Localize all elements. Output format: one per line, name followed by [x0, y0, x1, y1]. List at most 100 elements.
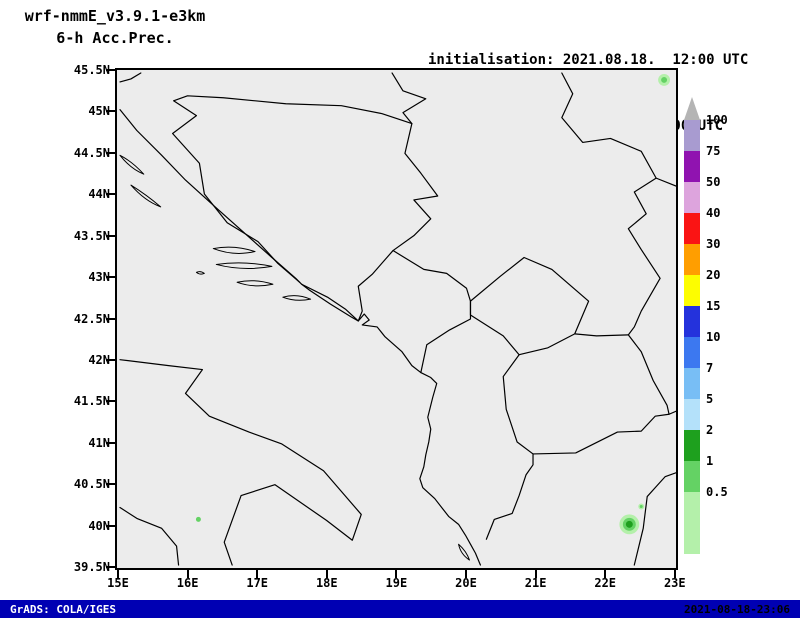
lon-tick-label: 22E: [594, 576, 617, 590]
lon-tick-label: 18E: [315, 576, 338, 590]
colorbar-band: [684, 244, 700, 275]
romania-bulgaria-border: [655, 177, 676, 187]
colorbar-band: [684, 461, 700, 492]
lat-tick-mark: [106, 483, 115, 486]
colorbar-band: [684, 337, 700, 368]
lat-tick-mark: [106, 151, 115, 154]
lat-tick-mark: [106, 193, 115, 196]
slovenia-croatia-border: [119, 72, 142, 83]
lat-tick-label: 42.5N: [73, 311, 110, 326]
lat-tick-mark: [106, 69, 115, 71]
sava-una-border: [172, 95, 413, 283]
model-header: wrf-nmmE_v3.9.1-e3km 6-h Acc.Prec.: [8, 5, 222, 49]
lon-tick-mark: [117, 570, 119, 578]
lon-tick-label: 16E: [176, 576, 199, 590]
lat-tick-label: 45N: [88, 104, 110, 119]
lat-tick-mark: [106, 566, 115, 569]
colorbar-value-label: 40: [706, 206, 721, 220]
precip-spot-ring: [639, 505, 643, 508]
lat-tick-mark: [106, 234, 115, 237]
lon-tick-label: 17E: [246, 576, 269, 590]
lon-tick-label: 21E: [524, 576, 547, 590]
lon-tick-mark: [256, 570, 259, 578]
colorbar-value-label: 30: [706, 237, 721, 251]
lat-tick-label: 39.5N: [73, 560, 110, 575]
lat-tick-label: 44N: [88, 187, 110, 202]
kosovo-border: [469, 256, 590, 356]
island-vis: [195, 271, 205, 275]
map-frame: [115, 68, 678, 570]
creation-timestamp: 2021-08-18-23:06: [684, 602, 790, 616]
macedonia-greece-border: [532, 413, 670, 455]
serbia-macedonia-border: [574, 333, 629, 337]
lat-tick-label: 44.5N: [73, 145, 110, 160]
island-korcula: [236, 280, 274, 287]
colorbar-band: [684, 275, 700, 306]
lat-tick-mark: [106, 400, 115, 403]
colorbar-value-label: 15: [706, 299, 721, 313]
lon-tick-label: 23E: [663, 576, 686, 590]
island-hvar: [215, 262, 273, 269]
colorbar-band: [684, 399, 700, 430]
lon-tick-mark: [395, 570, 398, 578]
product-name: 6-h Acc.Prec.: [56, 29, 174, 47]
lat-tick-mark: [106, 441, 115, 444]
lon-tick-mark: [673, 570, 676, 578]
island-corfu: [458, 543, 470, 561]
colorbar-band: [684, 492, 700, 554]
lat-tick-label: 43N: [88, 270, 110, 285]
adriatic-islands: [119, 154, 470, 561]
adriatic-coastline: [119, 109, 481, 566]
albania-greece-border: [485, 453, 534, 540]
lat-tick-label: 42N: [88, 352, 110, 367]
island-pag: [119, 154, 145, 175]
precip-spot-ring: [625, 520, 633, 528]
grads-credit: GrADS: COLA/IGES: [10, 602, 116, 616]
lon-tick-label: 15E: [107, 576, 129, 590]
lon-tick-mark: [534, 570, 537, 578]
colorbar-band: [684, 182, 700, 213]
colorbar-value-label: 7: [706, 361, 714, 375]
lon-tick-label: 20E: [455, 576, 477, 590]
island-brac: [212, 246, 256, 254]
lat-tick-label: 43.5N: [73, 228, 110, 243]
colorbar-value-label: 5: [706, 392, 714, 406]
lat-tick-mark: [106, 317, 115, 320]
lon-tick-mark: [465, 570, 467, 578]
precipitation-spots: [195, 73, 671, 535]
colorbar-band: [684, 306, 700, 337]
thermaic-gulf-coast: [633, 472, 676, 566]
montenegro-border: [392, 249, 472, 374]
lon-tick-mark: [325, 570, 328, 578]
init-time-label: initialisation: 2021.08.18. 12:00 UTC: [428, 52, 749, 68]
lat-tick-label: 45.5N: [73, 63, 110, 77]
colorbar-value-label: 10: [706, 330, 721, 344]
colorbar-band: [684, 213, 700, 244]
lat-tick-mark: [106, 276, 115, 279]
lat-tick-label: 40N: [88, 518, 110, 533]
serbia-east-border: [561, 72, 676, 415]
lon-tick-mark: [604, 570, 607, 578]
lon-tick-label: 19E: [385, 576, 408, 590]
calabria-coast: [119, 506, 180, 566]
lat-tick-mark: [106, 358, 115, 361]
colorbar-value-label: 0.5: [706, 485, 728, 499]
lat-tick-label: 40.5N: [73, 477, 110, 492]
country-borders: [119, 72, 676, 566]
macedonia-albania-border: [502, 354, 534, 455]
colorbar-value-label: 20: [706, 268, 721, 282]
lon-tick-mark: [186, 570, 189, 578]
dubrovnik-hinterland-border: [301, 283, 359, 322]
lat-tick-mark: [106, 110, 115, 113]
croatia-serbia-border: [391, 72, 427, 125]
drina-border: [357, 122, 439, 322]
precip-spot-ring: [661, 76, 668, 83]
model-name: wrf-nmmE_v3.9.1-e3km: [24, 7, 206, 25]
lat-tick-label: 41N: [88, 435, 110, 450]
colorbar-band: [684, 430, 700, 461]
colorbar-value-label: 1: [706, 454, 714, 468]
lat-tick-label: 41.5N: [73, 394, 110, 409]
precip-spot-ring: [195, 516, 201, 522]
italy-apulia-coast: [119, 359, 362, 566]
colorbar-value-label: 2: [706, 423, 714, 437]
